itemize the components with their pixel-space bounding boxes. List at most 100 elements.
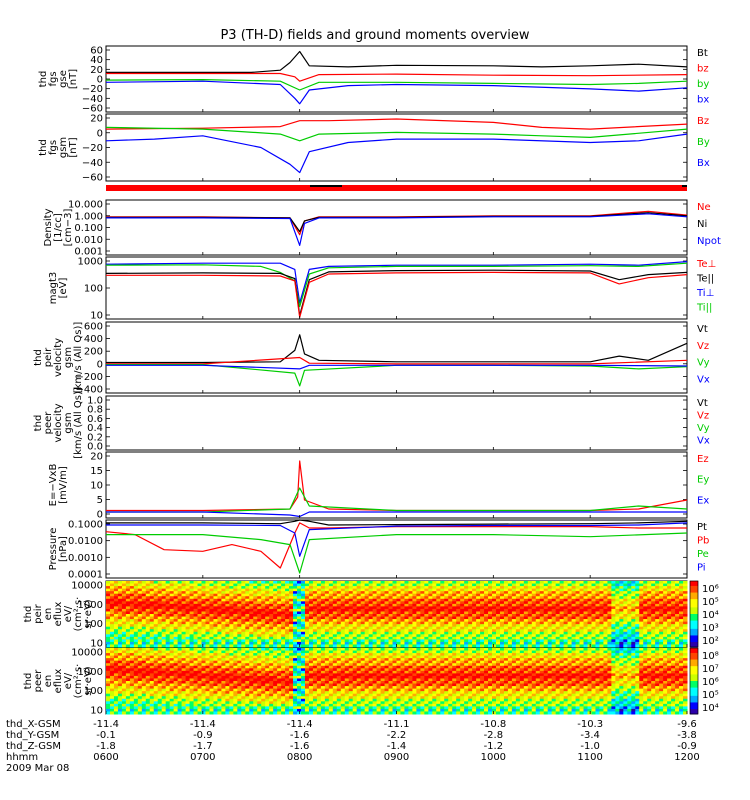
ephemeris-row-label: thd_Y-GSM: [6, 730, 60, 741]
y-tick-label: 60: [90, 46, 103, 57]
y-tick-label: −40: [82, 94, 103, 105]
legend-efield: Ez Ey Ex: [697, 454, 709, 506]
y-tick-label: 100: [84, 619, 103, 630]
legend-entry: Pb: [697, 536, 709, 547]
colorbar-tick-label: 10³: [702, 623, 719, 634]
series-density-Ni: [106, 212, 688, 233]
colorbar-tick-label: 10⁵: [702, 690, 719, 701]
y-tick-label: 1000: [78, 257, 103, 268]
ephemeris-value: -1.4: [386, 741, 407, 752]
ephemeris-value: -11.4: [286, 719, 313, 730]
y-tick-label: 0.100: [74, 223, 103, 234]
legend-entry: Vt: [697, 398, 708, 409]
y-tick-label: −60: [82, 104, 103, 115]
y-axis-label: Pressure[nPa]: [48, 528, 69, 571]
y-tick-label: −20: [82, 143, 103, 154]
y-tick-label: 0.1000: [68, 520, 103, 531]
ephemeris-value: -3.8: [677, 730, 697, 741]
legend-entry: by: [697, 79, 709, 90]
legend-peir_velocity: Vt Vz Vy Vx: [697, 324, 710, 385]
ephemeris-value: -2.2: [386, 730, 407, 741]
y-tick-label: 15: [90, 466, 103, 477]
spectrogram-peer_spectrogram: [106, 648, 688, 715]
legend-fgs_gsm: Bz By Bx: [697, 116, 710, 169]
y-tick-label: 0.0100: [68, 536, 103, 547]
y-tick-label: 20: [90, 65, 103, 76]
legend-entry: Te⊥: [696, 259, 716, 270]
ephemeris-value: -10.8: [480, 719, 507, 730]
y-tick-label: 20: [90, 114, 103, 125]
y-axis-label: thdpeervelocitygsm[km/s (All Qs)]: [33, 387, 84, 459]
legend-entry: Bz: [697, 116, 709, 127]
series-pressure-Pi: [106, 522, 688, 557]
legend-entry: Vt: [697, 324, 708, 335]
colorbar-tick-label: 10⁴: [702, 703, 719, 714]
series-peir_velocity-Vx: [106, 364, 688, 370]
y-tick-label: 1.000: [74, 211, 103, 222]
legend-entry: Bt: [697, 48, 708, 59]
ephemeris-value: -11.1: [383, 719, 410, 730]
panel-frame: [105, 395, 688, 451]
y-axis-label: thdfgsgsm[nT]: [38, 137, 79, 158]
y-axis-label: Density[1/cc][cm−3]: [43, 208, 74, 246]
y-tick-label: 0.2: [87, 432, 103, 443]
y-tick-label: 10: [90, 481, 103, 492]
colorbar-tick-label: 10⁵: [702, 597, 719, 608]
ephemeris-value: -1.2: [483, 741, 504, 752]
y-tick-label: 10: [90, 311, 103, 322]
y-tick-label: 10.000: [68, 200, 103, 211]
date-label: 2009 Mar 08: [6, 763, 70, 774]
legend-entry: Bx: [697, 158, 710, 169]
legend-entry: Ti||: [696, 303, 712, 314]
series-fgs_gse-Bt: [106, 50, 688, 74]
colorbar-peer_spectrogram: 10⁸ 10⁷ 10⁶ 10⁵ 10⁴: [689, 647, 719, 715]
series-efield-Ez: [106, 460, 688, 512]
legend-entry: Vy: [697, 423, 710, 434]
y-tick-label: −20: [82, 84, 103, 95]
legend-entry: Te||: [696, 274, 714, 285]
legend-entry: Vz: [697, 341, 709, 352]
series-efield-Ey: [106, 487, 688, 513]
legend-entry: Npot: [697, 236, 721, 247]
series-density-Npot: [106, 213, 688, 246]
series-efield-Ex: [106, 511, 687, 518]
ephemeris-value: 0900: [383, 752, 410, 763]
legend-density: Ne Ni Npot: [697, 202, 721, 247]
ephemeris-value: -1.6: [289, 730, 310, 741]
panel-frame: [105, 451, 688, 519]
y-tick-label: 1000: [78, 600, 103, 611]
panel-temperature: 1000 100 10 magt3[eV] Te⊥ Te|| Ti⊥ Ti||: [48, 256, 716, 322]
y-tick-label: 400: [84, 334, 103, 345]
ephemeris-value: -1.6: [289, 741, 310, 752]
y-tick-label: 10: [90, 639, 103, 650]
y-axis-label: thdpeirenefluxeV/(cm²·s·sr·eV): [23, 597, 94, 632]
quality-flag-marker: [682, 185, 687, 187]
colorbar-peir_spectrogram: 10⁶ 10⁵ 10⁴ 10³ 10²: [689, 580, 719, 648]
ephemeris-value: -11.4: [93, 719, 119, 730]
y-axis-label: thdpeerenefluxeV/(cm²·s·sr·eV): [23, 664, 94, 699]
series-fgs_gsm-Bx: [105, 133, 688, 174]
ephemeris-value: 1100: [577, 752, 603, 763]
legend-pressure: Pt Pb Pe Pi: [697, 522, 709, 574]
legend-entry: Pi: [697, 563, 706, 574]
y-tick-label: 200: [84, 347, 103, 358]
y-tick-label: 1.0: [87, 396, 103, 407]
y-axis-label: E=−VxB[mV/m]: [48, 464, 69, 507]
y-tick-label: 0.0: [87, 442, 103, 453]
ephemeris-value: -1.7: [193, 741, 213, 752]
series-fgs_gse-by: [105, 78, 688, 91]
colorbar-tick-label: 10⁷: [702, 664, 719, 675]
ephemeris-value: -1.8: [96, 741, 116, 752]
colorbar-tick-label: 10⁶: [702, 584, 719, 595]
y-tick-label: 0: [97, 510, 103, 521]
legend-fgs_gse: Bt bz by bx: [697, 48, 709, 106]
y-tick-label: 0: [97, 359, 103, 370]
panel-pressure: 0.10000.01000.00100.0001Pressure[nPa]PtP…: [48, 519, 709, 581]
y-tick-label: −200: [76, 372, 103, 383]
y-tick-label: 0.6: [87, 414, 103, 425]
panel-frame: [105, 113, 688, 182]
panel-peer_velocity: 1.00.80.60.40.20.0thdpeervelocitygsm[km/…: [33, 387, 710, 459]
panel-fgs_gsm: 20 0 −20 −40 −60 thdfgsgsm[nT] Bz By Bx: [38, 113, 710, 184]
series-density-Ne: [106, 210, 688, 236]
y-tick-label: 0.8: [87, 405, 103, 416]
